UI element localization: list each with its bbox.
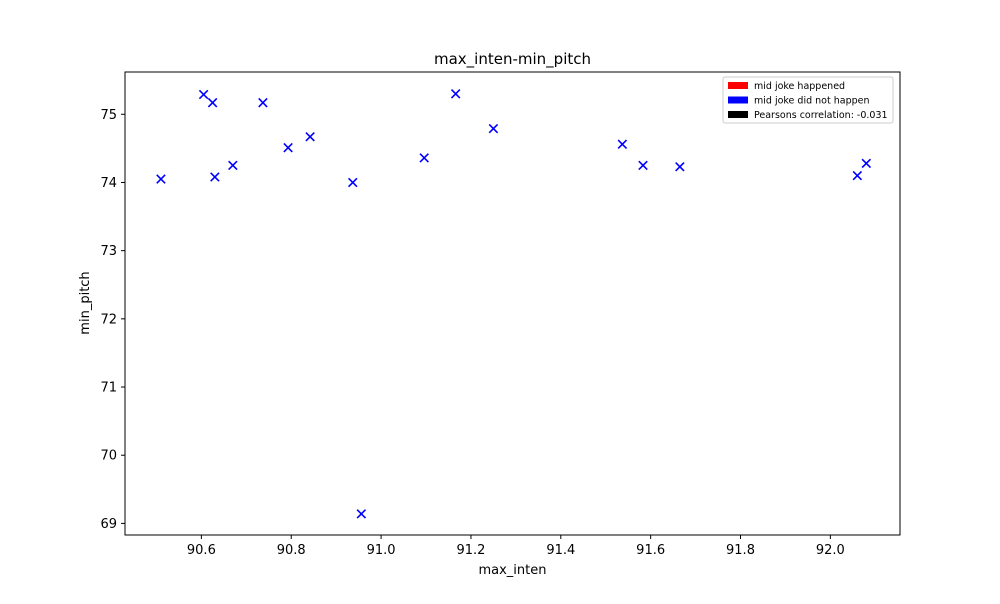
x-axis-label: max_inten [478, 563, 546, 578]
x-tick-label: 91.8 [726, 543, 755, 558]
data-point-stroke [450, 89, 461, 99]
legend-swatch [728, 111, 748, 118]
data-point-stroke [638, 160, 648, 171]
data-point-stroke [419, 153, 429, 163]
y-tick-label: 71 [100, 381, 117, 396]
data-point-stroke [210, 172, 220, 182]
plot-frame [124, 71, 901, 536]
data-point [228, 160, 238, 171]
data-point [488, 123, 499, 134]
data-point-stroke [258, 97, 268, 108]
data-point [675, 162, 685, 172]
data-point [638, 160, 648, 171]
data-point [283, 142, 293, 153]
data-point-stroke [348, 177, 358, 188]
data-point-stroke [861, 158, 872, 169]
data-point-stroke [305, 132, 315, 142]
data-point-stroke [356, 509, 367, 519]
data-point-stroke [675, 162, 685, 172]
data-point-stroke [207, 97, 218, 108]
data-point-stroke [852, 170, 863, 181]
y-tick-label: 70 [100, 449, 117, 464]
data-point [258, 97, 268, 108]
x-tick-label: 91.2 [456, 543, 485, 558]
legend-swatch [728, 96, 748, 104]
data-point [198, 89, 209, 100]
data-point [156, 174, 166, 184]
data-point-stroke [488, 123, 499, 134]
data-point [419, 153, 429, 163]
data-point [305, 132, 315, 142]
y-tick-label: 73 [100, 244, 117, 259]
data-point [210, 172, 220, 182]
data-point-stroke [283, 142, 293, 153]
data-point-stroke [156, 174, 166, 184]
chart-title: max_inten-min_pitch [434, 50, 591, 69]
y-tick-label: 69 [100, 517, 117, 532]
data-point [852, 170, 863, 181]
y-tick-label: 72 [100, 312, 117, 327]
x-tick-label: 90.6 [187, 543, 216, 558]
x-tick-label: 91.4 [546, 543, 575, 558]
y-tick-label: 74 [100, 176, 117, 191]
x-tick-label: 92.0 [816, 543, 845, 558]
legend-label: Pearsons correlation: -0.031 [754, 110, 888, 121]
x-tick-label: 91.6 [636, 543, 665, 558]
data-point-stroke [198, 89, 209, 100]
legend-swatch [728, 82, 748, 89]
data-point [356, 509, 367, 519]
y-tick-label: 75 [100, 108, 117, 123]
legend-label: mid joke did not happen [754, 96, 870, 107]
plot-area: 90.6 90.8 91.0 91.2 91.4 91.6 91.8 92.0 69 70 71 72… [100, 71, 901, 558]
data-point [861, 158, 872, 169]
data-point [348, 177, 358, 188]
data-point [207, 97, 218, 108]
data-point [617, 139, 628, 150]
y-axis-label: min_pitch [78, 271, 93, 334]
x-tick-label: 90.8 [277, 543, 306, 558]
data-point [450, 89, 461, 99]
legend-box [722, 76, 894, 124]
legend-label: mid joke happened [754, 81, 845, 92]
legend: mid joke happened mid joke did not happen… [722, 76, 894, 124]
x-tick-label: 91.0 [367, 543, 396, 558]
data-point-stroke [617, 139, 628, 150]
data-point-stroke [228, 160, 238, 171]
